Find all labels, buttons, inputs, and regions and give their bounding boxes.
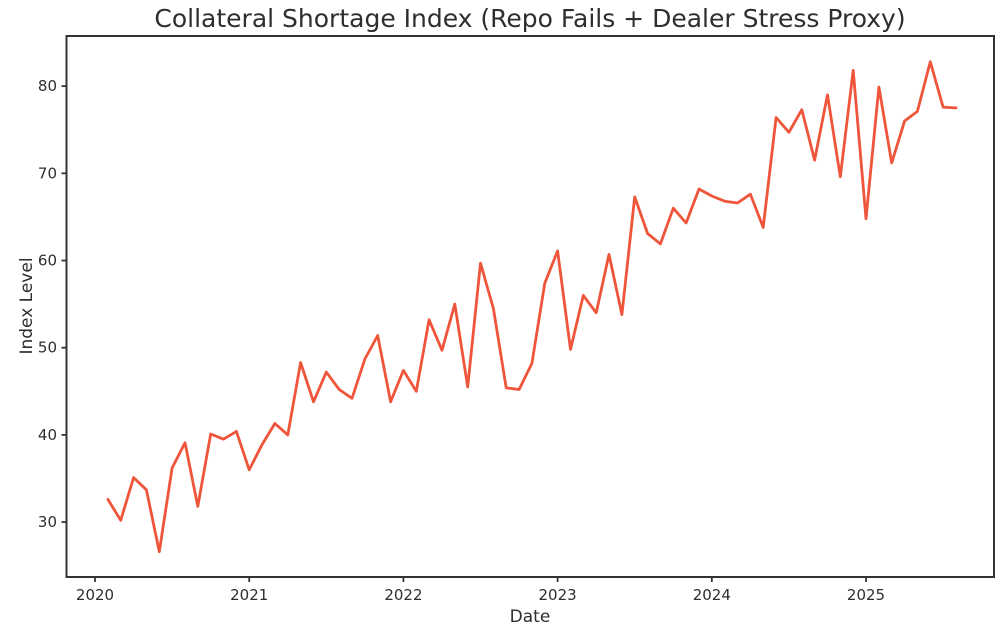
- x-tick-label: 2020: [76, 586, 114, 604]
- x-tick-label: 2023: [539, 586, 577, 604]
- x-axis-label: Date: [509, 607, 551, 627]
- x-tick-label: 2024: [693, 586, 731, 604]
- y-tick-label: 50: [38, 339, 57, 357]
- data-line: [106, 60, 958, 554]
- axes-box: [65, 35, 995, 578]
- x-tick-label: 2022: [384, 586, 422, 604]
- y-tick-label: 70: [38, 164, 57, 182]
- x-tick-label: 2025: [847, 586, 885, 604]
- x-tick-label: 2021: [230, 586, 268, 604]
- y-tick-label: 40: [38, 426, 57, 444]
- y-axis-label: Index Level: [17, 257, 37, 355]
- y-tick-label: 30: [38, 513, 57, 531]
- chart-title: Collateral Shortage Index (Repo Fails + …: [154, 4, 906, 33]
- y-tick-label: 60: [38, 252, 57, 270]
- y-tick-label: 80: [38, 77, 57, 95]
